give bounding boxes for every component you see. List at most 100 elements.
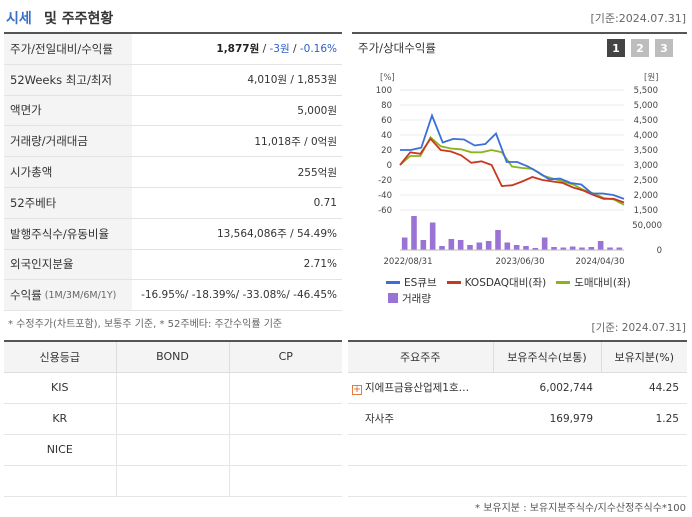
stock-row-market-cap: 시가총액 255억원 (4, 157, 342, 188)
price-change: -3원 (269, 43, 290, 56)
stock-row-returns: 수익률 (1M/3M/6M/1Y) -16.95%/ -18.39%/ -33.0… (4, 280, 342, 312)
chart-tab-3[interactable]: 3 (655, 39, 673, 57)
left-tick-label: 80 (381, 101, 392, 111)
right-tick-label: 3,500 (634, 146, 658, 156)
returns-label: 수익률 (10, 288, 42, 303)
chart-tabs: 1 2 3 (607, 39, 673, 57)
left-tick-label: -40 (378, 191, 392, 201)
stock-value: 0.71 (313, 196, 337, 209)
shareholder-pct (601, 434, 687, 466)
legend-line-icon (446, 280, 461, 284)
shareholder-name[interactable]: 지에프금융산업제1호… (365, 382, 470, 394)
price-value: 1,877원 (216, 43, 260, 56)
legend-label: ES큐브 (404, 276, 437, 289)
credit-cp (228, 465, 342, 497)
volume-bar (616, 247, 623, 250)
stock-value: 2.71% (303, 258, 337, 271)
stock-label: 주가/전일대비/수익률 (4, 34, 132, 64)
price-rate: -0.16% (299, 43, 337, 56)
returns-period: (1M/3M/6M/1Y) (44, 289, 117, 301)
stock-row-52weeks: 52Weeks 최고/최저 4,010원 / 1,853원 (4, 64, 342, 96)
stock-value: 255억원 (297, 166, 337, 179)
left-tick-label: 20 (381, 146, 392, 156)
volume-bar (429, 222, 436, 250)
volume-bar (588, 247, 595, 250)
right-tick-label: 5,000 (634, 101, 658, 111)
right-tick-label: 1,500 (634, 206, 658, 216)
stock-row-shares: 발행주식수/유동비율 13,564,086주 / 54.49% (4, 218, 342, 250)
volume-bar (523, 246, 529, 250)
volume-bar (495, 230, 501, 250)
legend-label: KOSDAQ대비(좌) (464, 276, 547, 289)
right-tick-label: 2,000 (634, 191, 658, 201)
volume-bar (560, 247, 567, 250)
table-row (348, 465, 687, 497)
shareholder-name-cell: + 지에프금융산업제1호… (348, 372, 493, 404)
shareholder-header: 보유지분(%) (600, 341, 687, 373)
credit-cp (228, 434, 342, 466)
table-row: KIS (4, 372, 342, 404)
legend-box-icon (388, 293, 398, 303)
expand-plus-icon[interactable]: + (352, 385, 362, 395)
volume-bar (551, 247, 557, 250)
chart-panel: [%] [원] 100 80 60 40 20 0 -20 -40 -60 5,500 5,000 4,5… (352, 32, 687, 310)
volume-bar (569, 246, 576, 250)
stock-label: 시가총액 (4, 157, 132, 187)
legend-label: 거래량 (402, 292, 431, 305)
x-tick-label: 2024/04/30 (576, 257, 625, 267)
chart-tab-2[interactable]: 2 (631, 39, 649, 57)
table-row (348, 434, 687, 466)
credit-cp (228, 372, 342, 404)
separator: / (259, 43, 270, 56)
volume-bar (597, 241, 604, 250)
credit-header: BOND (115, 341, 229, 373)
shareholder-header: 주요주주 (348, 341, 493, 373)
stock-row-price: 주가/전일대비/수익률 1,877원 / -3원 / -0.16% (4, 34, 342, 65)
credit-header: CP (228, 341, 342, 373)
price-chart: [%] [원] 100 80 60 40 20 0 -20 -40 -60 5,500 5,000 4,5… (376, 73, 662, 267)
x-tick-label: 2023/06/30 (496, 257, 545, 267)
table-row (4, 465, 342, 497)
stock-info-table: 주가/전일대비/수익률 1,877원 / -3원 / -0.16% 52Week… (4, 32, 342, 312)
credit-agency: NICE (4, 434, 116, 466)
chart-tab-1[interactable]: 1 (607, 39, 625, 57)
volume-tick-label: 0 (657, 246, 662, 256)
separator: / (289, 43, 300, 56)
volume-bar (439, 246, 445, 250)
right-tick-label: 4,000 (634, 131, 658, 141)
table-row: NICE (4, 434, 342, 466)
left-tick-label: -60 (378, 206, 392, 216)
series-line-0 (400, 112, 625, 200)
stock-row-foreign: 외국인지분율 2.71% (4, 249, 342, 281)
right-tick-label: 2,500 (634, 176, 658, 186)
volume-bar (532, 248, 539, 250)
x-tick-label: 2022/08/31 (384, 257, 433, 267)
credit-bond (115, 403, 229, 435)
legend-line-icon (386, 280, 400, 284)
stock-value: 13,564,086주 / 54.49% (216, 228, 337, 241)
reference-date: [기준:2024.07.31] (590, 12, 686, 25)
stock-label: 52주베타 (4, 187, 132, 218)
shareholder-note: * 보유지분 : 보유지분주식수/지수산정주식수*100 (475, 503, 686, 514)
left-tick-label: 40 (381, 131, 392, 141)
volume-bar (457, 240, 464, 250)
volume-bar (420, 240, 427, 250)
section-title-main: 시세 (6, 11, 32, 27)
right-tick-label: 3,000 (634, 161, 658, 171)
left-axis-unit: [%] (380, 73, 395, 83)
volume-bar (579, 247, 585, 250)
volume-bar (401, 237, 408, 250)
stock-label: 거래량/거래대금 (4, 126, 132, 157)
stock-label: 52Weeks 최고/최저 (4, 64, 132, 95)
credit-agency (4, 465, 116, 497)
volume-bar (411, 216, 417, 250)
volume-bar (504, 242, 511, 250)
volume-bar (467, 245, 473, 250)
stock-label: 발행주식수/유동비율 (4, 218, 132, 249)
section-header: 시세 및 주주현황 [기준:2024.07.31] (6, 6, 686, 30)
credit-rating-table: 신용등급 BOND CP KIS KR NICE (4, 340, 342, 497)
stock-value: 11,018주 / 0억원 (254, 135, 337, 148)
stock-label: 수익률 (1M/3M/6M/1Y) (4, 280, 132, 311)
shareholder-shares (493, 465, 601, 497)
stock-value: 5,000원 (297, 104, 337, 117)
